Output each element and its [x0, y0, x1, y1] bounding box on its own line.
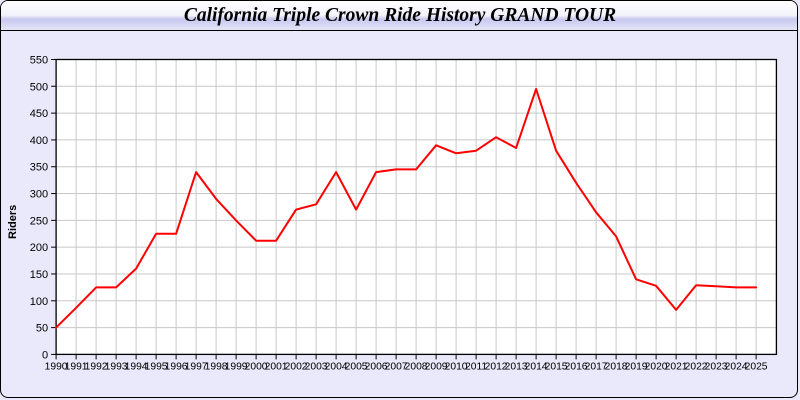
svg-text:250: 250 [30, 215, 48, 227]
svg-text:100: 100 [30, 296, 48, 308]
svg-text:50: 50 [36, 323, 48, 335]
svg-text:450: 450 [30, 108, 48, 120]
svg-text:350: 350 [30, 162, 48, 174]
svg-text:0: 0 [42, 349, 48, 361]
svg-text:2025: 2025 [745, 361, 768, 372]
svg-text:400: 400 [30, 135, 48, 147]
svg-text:200: 200 [30, 242, 48, 254]
svg-text:150: 150 [30, 269, 48, 281]
svg-text:550: 550 [30, 55, 48, 67]
svg-text:500: 500 [30, 81, 48, 93]
svg-text:300: 300 [30, 189, 48, 201]
